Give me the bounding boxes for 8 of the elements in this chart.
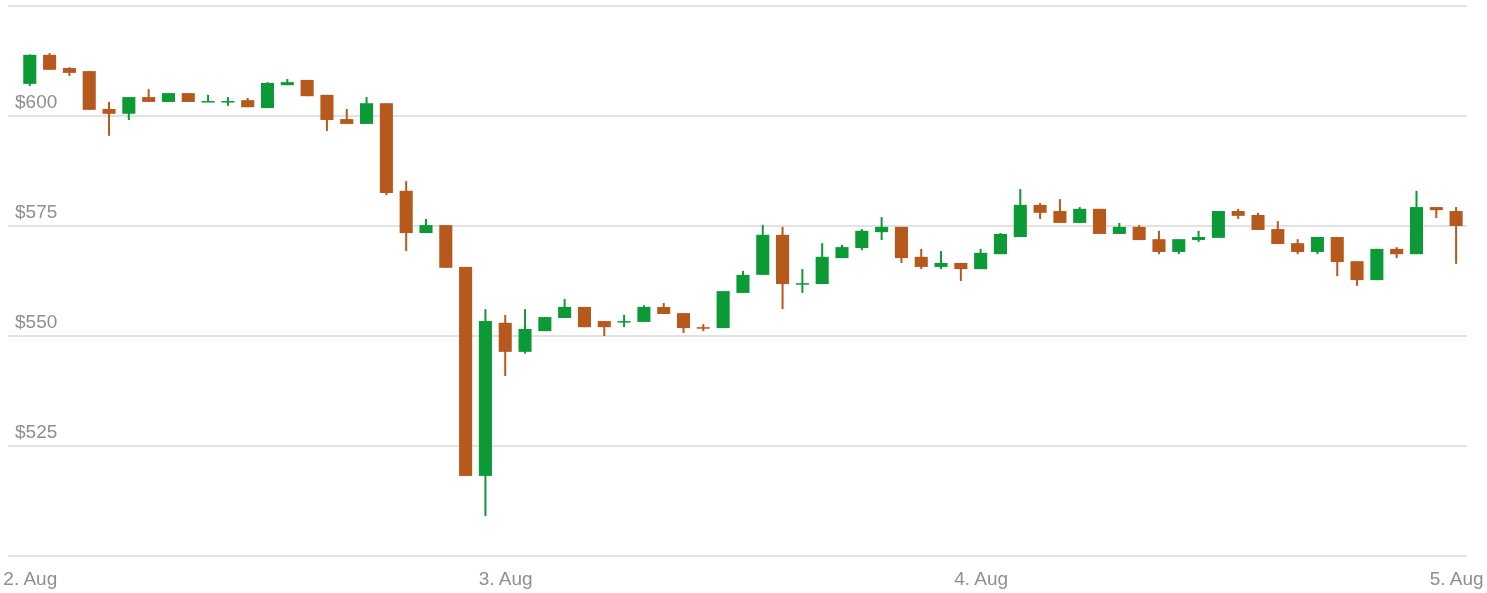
y-tick-label: $600 <box>15 90 58 112</box>
y-tick-label: $525 <box>15 420 58 442</box>
x-tick-label: 2. Aug <box>3 567 58 589</box>
x-tick-label: 5. Aug <box>1429 567 1484 589</box>
y-tick-label: $550 <box>15 310 58 332</box>
y-tick-label: $575 <box>15 200 58 222</box>
x-tick-label: 4. Aug <box>954 567 1009 589</box>
x-tick-label: 3. Aug <box>478 567 533 589</box>
